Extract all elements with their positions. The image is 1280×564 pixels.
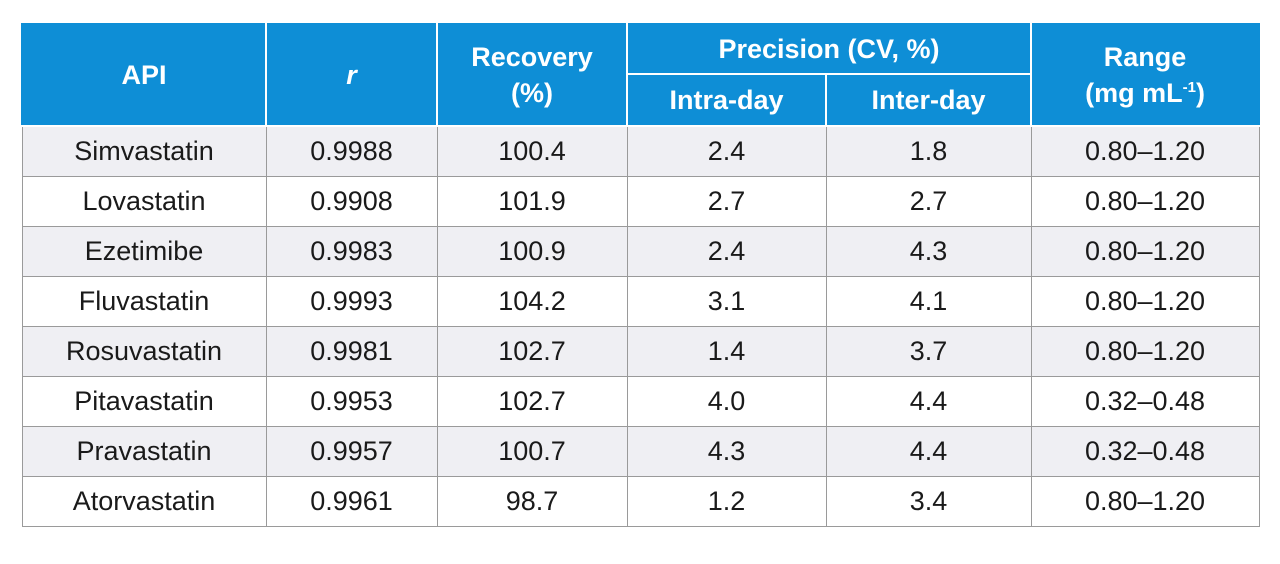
header-range-exponent: -1 xyxy=(1182,79,1196,96)
header-range-close: ) xyxy=(1195,78,1205,108)
cell-intra-day: 4.0 xyxy=(626,376,827,427)
cell-r: 0.9983 xyxy=(265,226,438,277)
cell-recovery: 104.2 xyxy=(436,276,628,327)
cell-range: 0.80–1.20 xyxy=(1030,326,1260,377)
cell-r: 0.9953 xyxy=(265,376,438,427)
table-header: API r Recovery (%) Precision (CV, %) Ran… xyxy=(21,23,1261,127)
header-range-line2: (mg mL-1) xyxy=(1032,75,1258,111)
validation-table: API r Recovery (%) Precision (CV, %) Ran… xyxy=(21,23,1261,527)
cell-api: Pitavastatin xyxy=(21,376,267,427)
cell-recovery: 100.9 xyxy=(436,226,628,277)
cell-intra-day: 2.4 xyxy=(626,125,827,177)
header-inter-day: Inter-day xyxy=(824,73,1033,127)
cell-api: Fluvastatin xyxy=(21,276,267,327)
cell-api: Simvastatin xyxy=(21,125,267,177)
cell-inter-day: 4.4 xyxy=(825,426,1032,477)
cell-r: 0.9957 xyxy=(265,426,438,477)
cell-api: Atorvastatin xyxy=(21,476,267,527)
header-intra-day: Intra-day xyxy=(626,73,827,127)
cell-r: 0.9961 xyxy=(265,476,438,527)
header-r: r xyxy=(265,23,438,127)
cell-range: 0.32–0.48 xyxy=(1030,426,1260,477)
validation-table-container: API r Recovery (%) Precision (CV, %) Ran… xyxy=(21,23,1261,527)
cell-inter-day: 4.3 xyxy=(825,226,1032,277)
header-range-line1: Range xyxy=(1103,42,1187,72)
cell-inter-day: 2.7 xyxy=(825,176,1032,227)
cell-api: Ezetimibe xyxy=(21,226,267,277)
header-range: Range (mg mL-1) xyxy=(1030,23,1261,127)
cell-r: 0.9908 xyxy=(265,176,438,227)
cell-range: 0.80–1.20 xyxy=(1030,276,1260,327)
table-row: Ezetimibe 0.9983 100.9 2.4 4.3 0.80–1.20 xyxy=(21,226,1260,277)
cell-range: 0.80–1.20 xyxy=(1030,176,1260,227)
cell-recovery: 101.9 xyxy=(436,176,628,227)
cell-api: Pravastatin xyxy=(21,426,267,477)
table-row: Fluvastatin 0.9993 104.2 3.1 4.1 0.80–1.20 xyxy=(21,276,1260,327)
cell-inter-day: 1.8 xyxy=(825,125,1032,177)
cell-recovery: 102.7 xyxy=(436,376,628,427)
cell-intra-day: 4.3 xyxy=(626,426,827,477)
cell-intra-day: 2.4 xyxy=(626,226,827,277)
cell-recovery: 98.7 xyxy=(436,476,628,527)
header-range-unit: (mg mL xyxy=(1085,78,1183,108)
header-recovery: Recovery (%) xyxy=(436,23,628,127)
cell-api: Rosuvastatin xyxy=(21,326,267,377)
table-row: Pravastatin 0.9957 100.7 4.3 4.4 0.32–0.48 xyxy=(21,426,1260,477)
table-row: Atorvastatin 0.9961 98.7 1.2 3.4 0.80–1.20 xyxy=(21,476,1260,527)
cell-r: 0.9981 xyxy=(265,326,438,377)
cell-api: Lovastatin xyxy=(21,176,267,227)
cell-inter-day: 4.1 xyxy=(825,276,1032,327)
cell-intra-day: 1.2 xyxy=(626,476,827,527)
cell-inter-day: 3.4 xyxy=(825,476,1032,527)
cell-r: 0.9988 xyxy=(265,125,438,177)
table-row: Rosuvastatin 0.9981 102.7 1.4 3.7 0.80–1.20 xyxy=(21,326,1260,377)
header-recovery-line2: (%) xyxy=(511,78,553,108)
cell-range: 0.80–1.20 xyxy=(1030,476,1260,527)
cell-inter-day: 3.7 xyxy=(825,326,1032,377)
header-recovery-line1: Recovery xyxy=(471,42,593,72)
cell-intra-day: 1.4 xyxy=(626,326,827,377)
header-r-label: r xyxy=(346,60,357,90)
cell-range: 0.80–1.20 xyxy=(1030,226,1260,277)
cell-range: 0.32–0.48 xyxy=(1030,376,1260,427)
header-api: API xyxy=(21,23,267,127)
cell-range: 0.80–1.20 xyxy=(1030,125,1260,177)
cell-recovery: 100.7 xyxy=(436,426,628,477)
header-precision: Precision (CV, %) xyxy=(625,23,1033,75)
table-row: Simvastatin 0.9988 100.4 2.4 1.8 0.80–1.20 xyxy=(21,125,1260,177)
cell-inter-day: 4.4 xyxy=(825,376,1032,427)
cell-intra-day: 3.1 xyxy=(626,276,827,327)
table-row: Lovastatin 0.9908 101.9 2.7 2.7 0.80–1.20 xyxy=(21,176,1260,227)
cell-recovery: 102.7 xyxy=(436,326,628,377)
cell-r: 0.9993 xyxy=(265,276,438,327)
table-row: Pitavastatin 0.9953 102.7 4.0 4.4 0.32–0.48 xyxy=(21,376,1260,427)
table-body: Simvastatin 0.9988 100.4 2.4 1.8 0.80–1.20 Lov… xyxy=(21,125,1260,527)
cell-intra-day: 2.7 xyxy=(626,176,827,227)
cell-recovery: 100.4 xyxy=(436,125,628,177)
